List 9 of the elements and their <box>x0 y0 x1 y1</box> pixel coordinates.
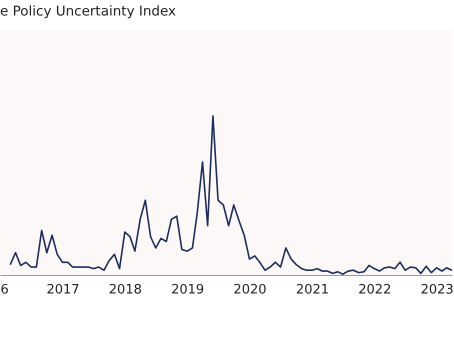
x-tick-label: 2021 <box>296 282 330 298</box>
x-tick-label: 2019 <box>171 282 204 298</box>
x-tick-label: 2022 <box>358 282 392 298</box>
x-tick-label: 6 <box>0 282 9 298</box>
x-tick-label: 2020 <box>233 282 267 298</box>
x-tick-label: 2023 <box>420 282 454 298</box>
chart-title: e Policy Uncertainty Index <box>0 4 176 20</box>
x-tick-label: 2017 <box>46 282 80 298</box>
x-tick-label: 2018 <box>108 282 142 298</box>
